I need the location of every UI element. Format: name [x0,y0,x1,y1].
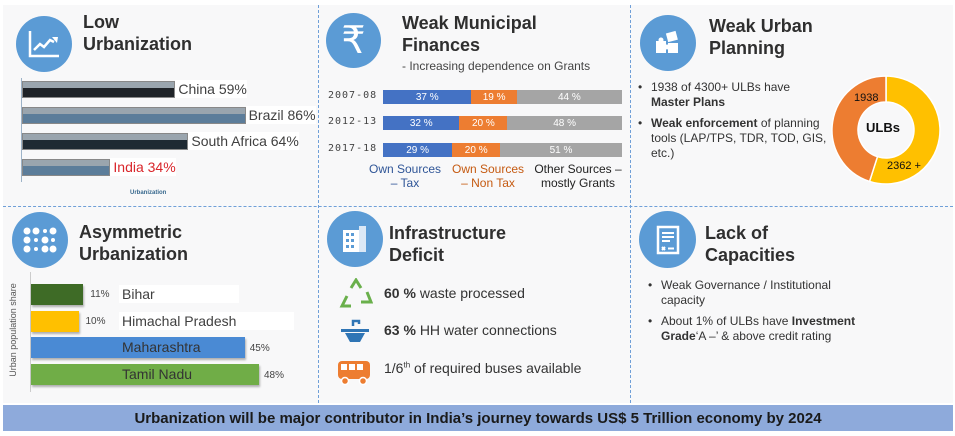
panel-title: Lack of Capacities [705,223,796,265]
building-icon [327,211,383,267]
donut-center-label: ULBs [866,120,900,135]
legend-item: Own Sources – Tax [368,162,442,190]
bullet-item: About 1% of ULBs have Investment Grade‘A… [648,314,878,344]
chart-trend-icon [16,16,72,72]
state-label: Maharashtra [122,339,201,355]
y-axis-label: Urban population share [8,283,18,377]
ulb-donut-chart [831,75,941,185]
divider [318,5,319,403]
bar-segment: 19 % [471,90,517,104]
country-bar [22,107,246,124]
puzzle-icon [640,15,696,71]
bar-segment: 20 % [452,143,501,157]
dots-grid-icon [12,212,68,268]
water-tap-icon [338,318,372,349]
bus-icon [336,358,372,391]
stacked-bar: 37 % 19 % 44 % [383,90,622,104]
country-bar [22,159,111,176]
rupee-icon: ₹ [326,13,381,68]
bar-segment: 37 % [383,90,472,104]
year-label: 2007-08 [328,90,378,101]
bar-segment: 44 % [516,90,622,104]
state-label: Bihar [119,285,239,303]
donut-label: 1938 [854,92,879,104]
country-bar [22,81,176,98]
year-label: 2012-13 [328,116,378,127]
country-label: China 59% [175,80,247,98]
document-icon [639,211,696,268]
summary-banner: Urbanization will be major contributor i… [3,405,953,431]
info-item: 1/6th of required buses available [384,360,582,376]
pct-label: 45% [249,343,270,354]
bullet-item: Weak enforcement of planning tools (LAP/… [638,116,828,161]
donut-label: 2362 + [887,160,921,172]
info-item: 60 % waste processed [384,285,525,301]
recycle-icon [339,277,374,315]
panel-title: Low Urbanization [83,12,193,54]
pct-label: 11% [90,289,110,300]
donut-slice [868,75,941,185]
chart-axis [21,78,22,182]
bar-segment: 29 % [383,143,453,157]
panel-title: Asymmetric Urbanization [79,222,189,264]
info-item: 63 % HH water connections [384,322,557,338]
bar-segment: 32 % [383,116,460,130]
stacked-bar: 32 % 20 % 48 % [383,116,622,130]
country-label: India 34% [110,158,176,176]
panel-title: Weak Municipal Finances [402,13,537,55]
pct-label: 10% [85,316,106,327]
pct-label: 48% [264,370,285,381]
year-label: 2017-18 [328,143,378,154]
state-bar [31,337,245,358]
bullet-list: Weak Governance / Institutional capacity… [648,278,878,350]
bullet-item: 1938 of 4300+ ULBs have Master Plans [638,80,828,110]
bar-segment: 20 % [459,116,508,130]
state-bar [31,284,84,305]
panel-title: Infrastructure Deficit [389,223,507,265]
panel-subtitle: - Increasing dependence on Grants [402,59,591,73]
divider [3,206,953,207]
bullet-item: Weak Governance / Institutional capacity [648,278,878,308]
legend-item: Other Sources – mostly Grants [534,162,622,190]
chart-axis [30,272,31,392]
stacked-bar: 29 % 20 % 51 % [383,143,622,157]
donut-slice [831,75,887,183]
state-label: Tamil Nadu [122,366,193,382]
country-bar [22,133,189,150]
country-label: Brazil 86% [245,106,316,124]
country-label: South Africa 64% [188,132,299,150]
divider [630,5,631,403]
axis-label: Urbanization [130,190,167,196]
state-bar [31,311,79,332]
panel-title: Weak Urban Planning [709,16,813,58]
state-label: Himachal Pradesh [119,312,294,330]
legend-item: Own Sources – Non Tax [451,162,525,190]
state-bar [31,364,259,385]
bar-segment: 48 % [507,116,622,130]
bar-segment: 51 % [500,143,622,157]
bullet-list: 1938 of 4300+ ULBs have Master Plans Wea… [638,80,828,167]
